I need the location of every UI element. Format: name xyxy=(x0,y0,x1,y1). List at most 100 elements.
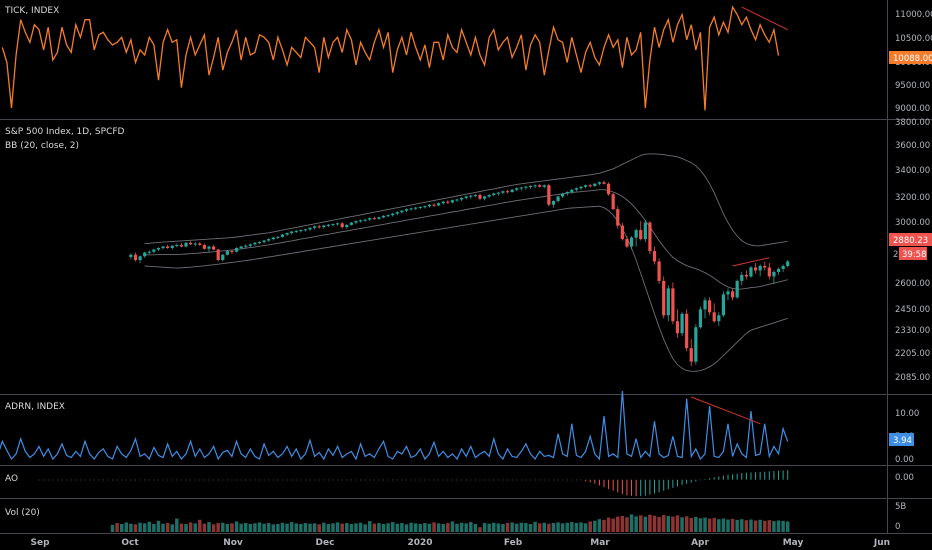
candle-body xyxy=(680,313,684,334)
price-axis-label: 2330.00 xyxy=(895,326,930,336)
ao-pane-title: AO xyxy=(5,474,18,484)
candle-body xyxy=(473,194,477,196)
candle-body xyxy=(239,246,243,249)
volume-bar xyxy=(446,523,450,532)
volume-bar xyxy=(675,515,680,532)
volume-bar xyxy=(257,522,262,532)
candle-body xyxy=(459,197,464,200)
volume-bar xyxy=(345,523,349,532)
volume-bar xyxy=(170,524,174,532)
volume-bar xyxy=(239,523,243,532)
candle-body xyxy=(230,251,234,253)
volume-bar xyxy=(606,517,611,532)
volume-bar xyxy=(556,522,560,532)
volume-bar xyxy=(354,523,358,532)
volume-bar xyxy=(152,524,156,532)
candle-body xyxy=(322,225,326,228)
candle-body xyxy=(414,207,418,209)
tick-axis-label: 11000.00 xyxy=(895,10,932,20)
candle-body xyxy=(703,300,707,310)
volume-bar xyxy=(418,524,423,532)
date-label: Dec xyxy=(316,538,335,548)
volume-bar xyxy=(505,523,510,532)
ao-pane[interactable] xyxy=(38,470,789,497)
candle-body xyxy=(685,313,689,349)
tick-value-badge: 10088.00 xyxy=(889,51,932,64)
volume-bar xyxy=(400,523,404,532)
candle-body xyxy=(469,195,473,197)
volume-bar xyxy=(671,516,675,532)
candle-body xyxy=(648,222,652,252)
candle-body xyxy=(331,224,335,226)
adrn-value-badge: 3.94 xyxy=(889,433,914,446)
candle-body xyxy=(740,274,744,281)
volume-bar xyxy=(689,517,693,532)
candle-body xyxy=(753,267,758,271)
candle-body xyxy=(216,249,220,260)
candle-body xyxy=(565,191,569,194)
price-value-text: 2880.23 xyxy=(893,236,928,246)
volume-axis-label: 0 xyxy=(895,522,900,532)
candle-body xyxy=(262,240,266,243)
candle-body xyxy=(478,194,482,199)
tick-axis-label: 10500.00 xyxy=(895,34,932,44)
date-label: Nov xyxy=(223,538,243,548)
time-axis[interactable]: Sep Oct Nov Dec 2020 Feb Mar Apr May Jun xyxy=(30,538,890,548)
volume-bar xyxy=(528,524,533,532)
candle-body xyxy=(175,245,179,247)
volume-bar xyxy=(331,523,335,532)
tick-value-text: 10088.00 xyxy=(893,54,932,64)
tick-pane-title: TICK, INDEX xyxy=(4,6,59,16)
volume-bar xyxy=(372,523,377,532)
price-pane[interactable] xyxy=(129,153,790,372)
candle-body xyxy=(689,348,693,362)
candle-body xyxy=(193,243,197,245)
volume-bar xyxy=(207,522,211,532)
candle-body xyxy=(271,237,275,240)
candle-body xyxy=(584,185,588,187)
volume-bar xyxy=(740,519,744,532)
candle-body xyxy=(776,268,781,272)
adrn-pane[interactable] xyxy=(0,390,789,461)
candle-body xyxy=(662,280,666,316)
candle-body xyxy=(427,204,432,207)
candle-body xyxy=(519,187,523,189)
volume-bar xyxy=(358,522,363,532)
tick-pane[interactable] xyxy=(1,5,788,111)
tick-axis-label: 9500.00 xyxy=(895,81,930,91)
price-axis-label: 2450.00 xyxy=(895,305,930,315)
candle-body xyxy=(629,237,634,247)
candle-body xyxy=(671,288,675,322)
volume-bar xyxy=(129,523,133,532)
candle-body xyxy=(730,291,735,298)
price-hidden-tick: 28 xyxy=(893,250,904,260)
candle-body xyxy=(207,246,211,249)
volume-bar xyxy=(510,522,514,532)
vol-pane[interactable] xyxy=(110,514,790,532)
volume-bar xyxy=(574,523,579,532)
volume-bar xyxy=(133,524,138,532)
volume-bar xyxy=(570,522,574,532)
candle-body xyxy=(234,248,239,252)
candle-body xyxy=(129,254,133,257)
volume-bar xyxy=(147,521,152,532)
candle-body xyxy=(147,251,151,253)
price-value-badge: 2880.23 28 39:58 xyxy=(889,233,932,260)
volume-bar xyxy=(441,524,445,532)
candle-body xyxy=(515,188,519,190)
candle-body xyxy=(772,271,776,277)
candle-body xyxy=(698,309,703,328)
bar-countdown: 39:58 xyxy=(902,250,927,260)
volume-bar xyxy=(165,523,170,532)
candle-body xyxy=(386,215,390,217)
volume-bar xyxy=(524,523,528,532)
candle-body xyxy=(441,201,445,204)
candle-body xyxy=(225,251,229,255)
candle-body xyxy=(290,231,294,234)
volume-bar xyxy=(694,516,698,532)
volume-bar xyxy=(721,518,726,532)
volume-bar xyxy=(648,514,652,532)
volume-bar xyxy=(119,524,124,532)
candle-body xyxy=(588,185,592,187)
